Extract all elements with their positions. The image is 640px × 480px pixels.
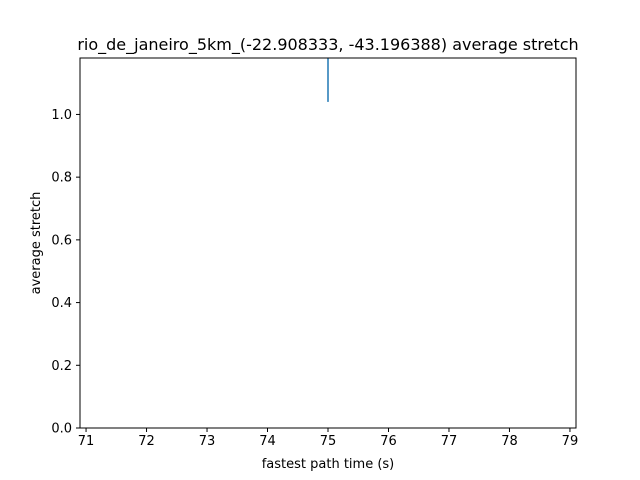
x-tick-label: 75 bbox=[320, 434, 337, 449]
x-tick-label: 71 bbox=[78, 434, 95, 449]
x-tick-label: 72 bbox=[138, 434, 155, 449]
x-tick-label: 76 bbox=[380, 434, 397, 449]
y-axis-label: average stretch bbox=[29, 192, 44, 295]
y-tick-label: 0.6 bbox=[51, 233, 72, 248]
y-tick-label: 0.2 bbox=[51, 359, 72, 374]
x-tick-label: 73 bbox=[199, 434, 216, 449]
x-tick-label: 78 bbox=[501, 434, 518, 449]
x-axis-label: fastest path time (s) bbox=[262, 457, 395, 472]
x-tick-label: 74 bbox=[259, 434, 276, 449]
y-tick-label: 0.0 bbox=[51, 422, 72, 437]
x-axis: 71 72 73 74 75 76 77 78 79 bbox=[78, 428, 578, 449]
x-tick-label: 79 bbox=[562, 434, 579, 449]
chart-title: rio_de_janeiro_5km_(-22.908333, -43.1963… bbox=[77, 35, 578, 55]
y-tick-label: 1.0 bbox=[51, 108, 72, 123]
y-axis: 0.0 0.2 0.4 0.6 0.8 1.0 bbox=[51, 108, 80, 437]
y-tick-label: 0.8 bbox=[51, 171, 72, 186]
y-tick-label: 0.4 bbox=[51, 296, 72, 311]
x-tick-label: 77 bbox=[441, 434, 458, 449]
